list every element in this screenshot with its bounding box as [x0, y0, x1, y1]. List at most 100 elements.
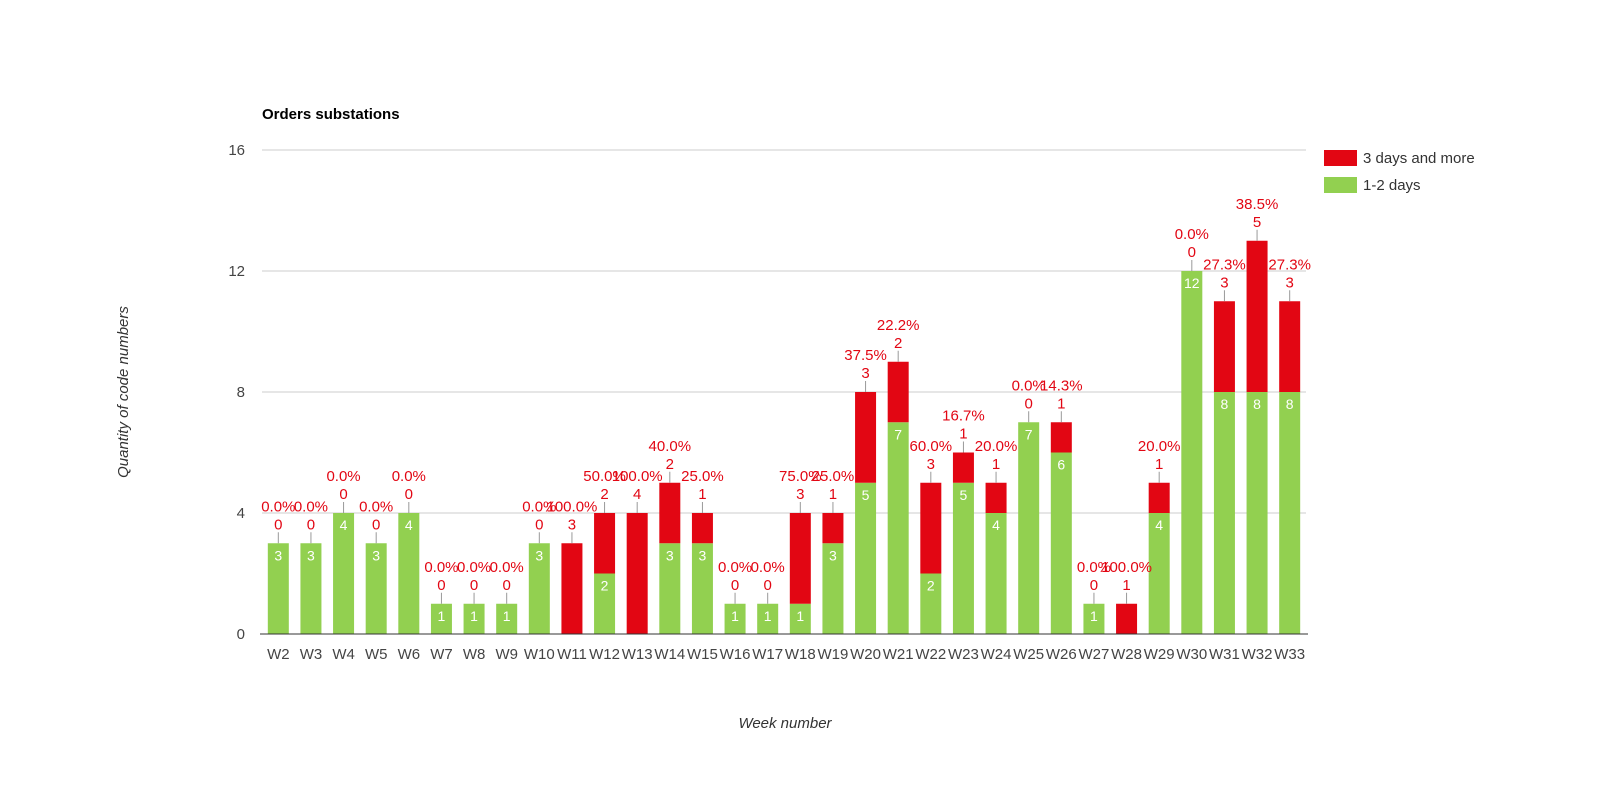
bar-1-2-days[interactable]	[822, 543, 844, 634]
bar-1-2-days[interactable]	[496, 603, 518, 634]
bar-1-2-days[interactable]	[365, 543, 387, 634]
bar-3-days-and-more[interactable]	[789, 513, 811, 604]
bar-3-days-and-more[interactable]	[985, 482, 1007, 513]
x-tick-label: W6	[398, 646, 421, 663]
bar-3-days-and-more[interactable]	[691, 513, 713, 544]
annotation-count: 0	[307, 516, 315, 533]
annotation-percent: 27.3%	[1268, 256, 1311, 273]
annotation-percent: 0.0%	[326, 468, 360, 485]
bar-3-days-and-more[interactable]	[1246, 240, 1268, 392]
bar-1-2-days[interactable]	[659, 543, 681, 634]
annotation-count: 0	[503, 577, 511, 594]
bar-1-2-days[interactable]	[528, 543, 550, 634]
legend[interactable]: 3 days and more 1-2 days	[1324, 150, 1475, 194]
bar-1-2-days[interactable]	[887, 422, 909, 634]
annotation-count: 4	[633, 486, 641, 503]
annotation-percent: 25.0%	[812, 468, 855, 485]
bar-1-2-days[interactable]	[1148, 513, 1170, 634]
x-tick-label: W5	[365, 646, 388, 663]
annotation-percent: 50.0%	[583, 468, 626, 485]
bar-value-label: 5	[960, 487, 968, 503]
bar-1-2-days[interactable]	[1050, 452, 1072, 635]
annotation-percent: 0.0%	[718, 559, 752, 576]
legend-label[interactable]: 3 days and more	[1363, 150, 1475, 167]
annotation-count: 0	[274, 516, 282, 533]
bar-1-2-days[interactable]	[691, 543, 713, 634]
x-tick-label: W12	[589, 646, 620, 663]
annotation-count: 0	[1025, 395, 1033, 412]
bar-3-days-and-more[interactable]	[561, 543, 583, 634]
bar-1-2-days[interactable]	[463, 603, 485, 634]
annotation-count: 0	[372, 516, 380, 533]
x-tick-label: W21	[883, 646, 914, 663]
x-tick-label: W25	[1013, 646, 1044, 663]
x-tick-label: W27	[1079, 646, 1110, 663]
bar-3-days-and-more[interactable]	[822, 513, 844, 544]
bar-1-2-days[interactable]	[430, 603, 452, 634]
bar-1-2-days[interactable]	[1018, 422, 1040, 634]
annotation-count: 3	[861, 365, 869, 382]
y-tick-label: 16	[228, 142, 245, 159]
bar-1-2-days[interactable]	[300, 543, 322, 634]
x-tick-label: W29	[1144, 646, 1175, 663]
bar-value-label: 3	[307, 547, 315, 563]
bar-3-days-and-more[interactable]	[626, 513, 648, 634]
bar-1-2-days[interactable]	[1213, 392, 1235, 634]
bar-3-days-and-more[interactable]	[1050, 422, 1072, 453]
bar-1-2-days[interactable]	[855, 482, 877, 634]
gridlines	[262, 149, 1306, 514]
bar-1-2-days[interactable]	[1246, 392, 1268, 634]
x-tick-label: W18	[785, 646, 816, 663]
bar-value-label: 2	[601, 578, 609, 594]
bar-value-label: 1	[764, 608, 772, 624]
annotation-percent: 38.5%	[1236, 196, 1279, 213]
bar-1-2-days[interactable]	[1083, 603, 1105, 634]
annotation-count: 2	[600, 486, 608, 503]
annotation-percent: 25.0%	[681, 468, 724, 485]
bar-3-days-and-more[interactable]	[1213, 301, 1235, 392]
bar-3-days-and-more[interactable]	[659, 482, 681, 544]
annotation-count: 0	[339, 486, 347, 503]
annotation-count: 1	[1057, 395, 1065, 412]
x-axis-ticks: W2 W3 W4 W5 W6 W7 W8 W9 W10 W11 W12 W13 W14 W15 W16 W17…	[267, 646, 1305, 663]
bar-1-2-days[interactable]	[920, 573, 942, 635]
bar-3-days-and-more[interactable]	[887, 361, 909, 423]
bar-3-days-and-more[interactable]	[1116, 603, 1138, 634]
x-tick-label: W4	[332, 646, 355, 663]
bar-1-2-days[interactable]	[757, 603, 779, 634]
bar-value-label: 3	[699, 547, 707, 563]
bar-3-days-and-more[interactable]	[1148, 482, 1170, 513]
bar-1-2-days[interactable]	[724, 603, 746, 634]
legend-label[interactable]: 1-2 days	[1363, 177, 1421, 194]
bar-value-label: 3	[535, 547, 543, 563]
annotation-percent: 0.0%	[261, 498, 295, 515]
bar-3-days-and-more[interactable]	[952, 452, 974, 483]
annotation-percent: 100.0%	[612, 468, 663, 485]
annotation-percent: 0.0%	[294, 498, 328, 515]
bar-1-2-days[interactable]	[1279, 392, 1301, 634]
bar-1-2-days[interactable]	[952, 482, 974, 634]
bar-3-days-and-more[interactable]	[594, 513, 616, 574]
bar-value-label: 8	[1253, 396, 1261, 412]
bar-1-2-days[interactable]	[985, 513, 1007, 634]
bar-value-label: 1	[1090, 608, 1098, 624]
bar-1-2-days[interactable]	[333, 513, 355, 634]
bar-3-days-and-more[interactable]	[1279, 301, 1301, 392]
annotation-count: 1	[1155, 456, 1163, 473]
bar-value-label: 3	[829, 547, 837, 563]
x-tick-label: W22	[915, 646, 946, 663]
annotation-count: 0	[470, 577, 478, 594]
x-tick-label: W31	[1209, 646, 1240, 663]
bar-value-label: 1	[731, 608, 739, 624]
bar-1-2-days[interactable]	[398, 513, 420, 634]
x-tick-label: W19	[818, 646, 849, 663]
bar-1-2-days[interactable]	[267, 543, 289, 634]
bar-value-label: 3	[666, 547, 674, 563]
bar-1-2-days[interactable]	[789, 603, 811, 634]
bar-1-2-days[interactable]	[1181, 271, 1203, 634]
bar-3-days-and-more[interactable]	[855, 392, 877, 483]
bar-3-days-and-more[interactable]	[920, 482, 942, 574]
bar-1-2-days[interactable]	[594, 573, 616, 635]
